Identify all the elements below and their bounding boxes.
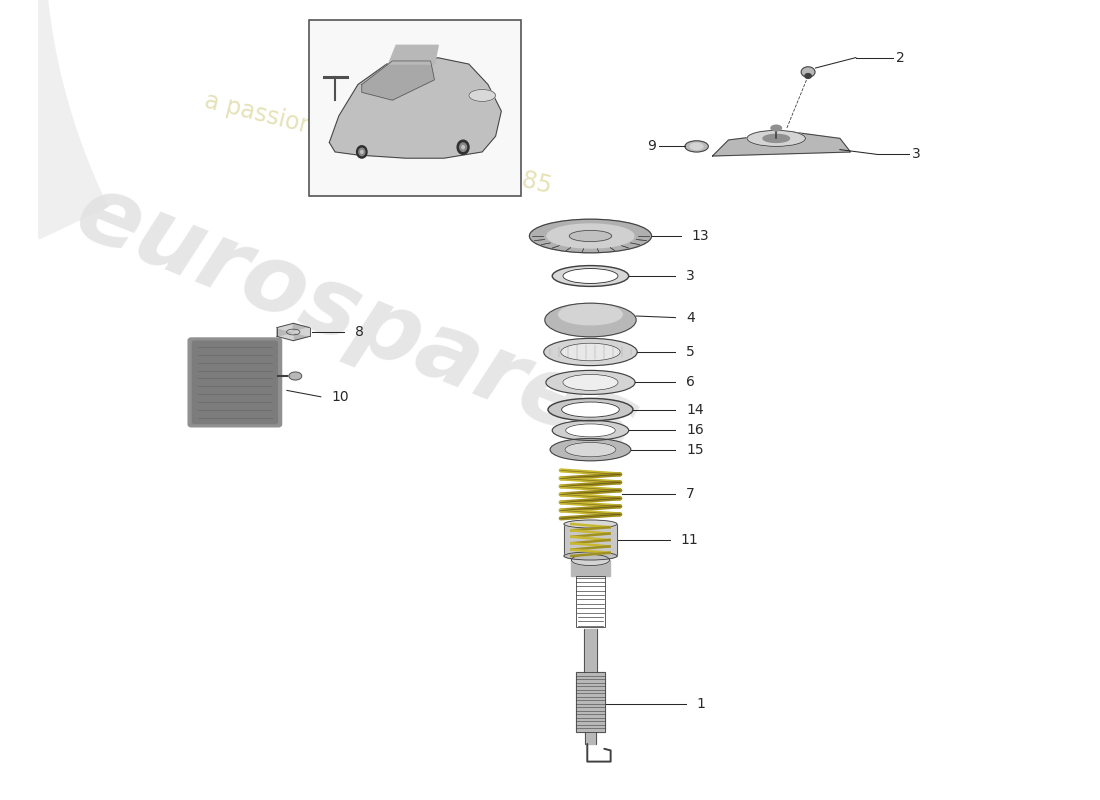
Ellipse shape [289,372,301,380]
Bar [575,672,605,732]
Text: 4: 4 [686,310,695,325]
Bar [575,672,605,732]
Ellipse shape [458,140,469,154]
Polygon shape [277,332,294,341]
Ellipse shape [691,143,703,150]
Polygon shape [277,323,294,332]
Ellipse shape [801,66,815,78]
Ellipse shape [571,554,609,566]
Ellipse shape [565,424,615,437]
Ellipse shape [543,338,637,366]
Text: 14: 14 [686,402,704,417]
Ellipse shape [359,148,365,155]
Polygon shape [388,46,438,64]
Ellipse shape [747,130,805,146]
FancyBboxPatch shape [192,341,277,424]
FancyBboxPatch shape [188,338,282,426]
Ellipse shape [460,143,466,151]
Polygon shape [294,323,310,332]
Ellipse shape [561,343,620,361]
Text: 7: 7 [686,487,695,502]
Text: 6: 6 [686,375,695,390]
Polygon shape [329,58,502,158]
Ellipse shape [469,90,495,102]
Polygon shape [294,332,310,341]
Ellipse shape [547,224,634,248]
Text: 15: 15 [686,442,704,457]
Polygon shape [362,61,435,100]
Ellipse shape [544,303,636,337]
Text: 2: 2 [896,50,905,65]
Text: 3: 3 [686,269,695,283]
Ellipse shape [462,146,464,149]
Ellipse shape [361,150,363,154]
Bar [575,576,605,627]
Ellipse shape [552,421,629,440]
Bar [309,20,521,196]
Ellipse shape [563,374,618,390]
Bar [585,732,596,744]
Ellipse shape [771,126,781,130]
Text: 11: 11 [681,533,698,547]
Ellipse shape [550,438,630,461]
Ellipse shape [763,134,790,142]
Text: eurospares: eurospares [63,166,651,474]
Ellipse shape [356,146,367,158]
Ellipse shape [564,552,617,560]
Bar [571,560,609,576]
Ellipse shape [559,304,623,325]
Text: 13: 13 [691,229,708,243]
Text: a passion for parts since 1985: a passion for parts since 1985 [202,89,554,199]
Text: 16: 16 [686,423,704,438]
Polygon shape [294,328,310,336]
Text: 3: 3 [912,147,921,162]
Ellipse shape [552,266,629,286]
Text: 1: 1 [696,697,705,711]
Ellipse shape [685,141,708,152]
Ellipse shape [563,269,618,283]
Ellipse shape [564,520,617,528]
Text: 8: 8 [355,325,364,339]
Polygon shape [277,328,294,336]
Ellipse shape [529,219,651,253]
Ellipse shape [805,74,812,78]
Text: 9: 9 [648,139,657,154]
Text: 10: 10 [331,390,349,404]
Ellipse shape [562,402,619,418]
Ellipse shape [546,370,635,394]
Text: 5: 5 [686,345,695,359]
Ellipse shape [548,398,632,421]
Bar [564,524,617,556]
Ellipse shape [569,230,612,242]
Polygon shape [713,132,850,156]
Ellipse shape [565,442,616,457]
Bar [584,629,597,672]
